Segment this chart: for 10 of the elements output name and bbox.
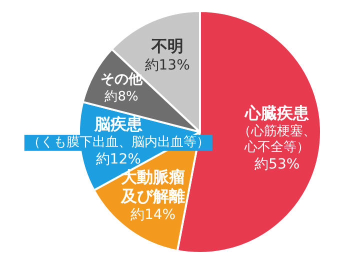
data-label: 約12% [96, 151, 141, 168]
slice-label: 不明 [150, 36, 184, 56]
data-label: 約14% [130, 207, 176, 224]
text: （心筋梗塞、心不全等） [238, 124, 316, 156]
data-label: 約8% [104, 90, 138, 105]
data-label: 約13% [144, 58, 190, 74]
slice-label: 脳疾患 [93, 114, 144, 134]
text: （くも膜下出血、脳内出血等） [27, 135, 210, 150]
slice-label: 心臓疾患 [244, 103, 310, 122]
data-label: 約53% [254, 156, 300, 172]
